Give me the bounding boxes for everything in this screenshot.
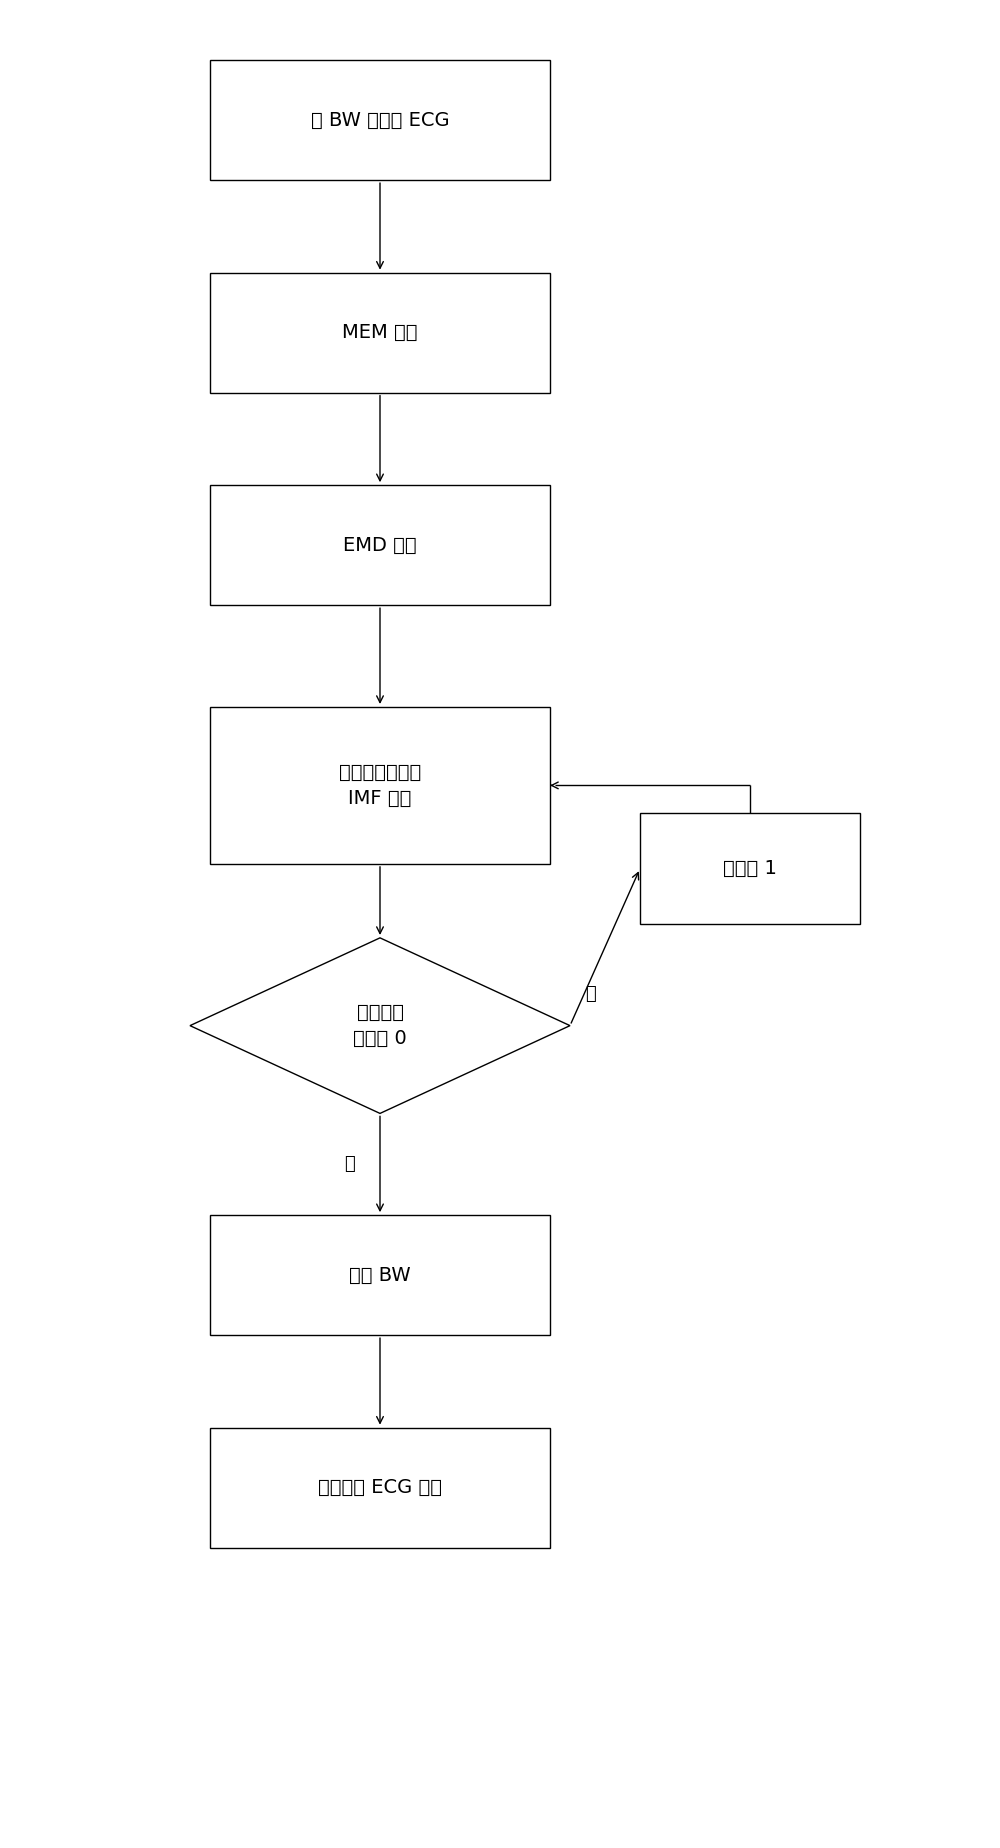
Text: 是: 是 [344, 1155, 355, 1173]
Text: 待 BW 修正的 ECG: 待 BW 修正的 ECG [311, 111, 449, 129]
Text: 否: 否 [585, 985, 596, 1003]
Text: 修正 BW: 修正 BW [349, 1266, 411, 1284]
Bar [210, 1427, 550, 1549]
Text: MEM 低通: MEM 低通 [342, 323, 418, 342]
Bar [640, 813, 860, 924]
Text: 修正原始 ECG 信号: 修正原始 ECG 信号 [318, 1478, 442, 1497]
Bar [210, 59, 550, 179]
Bar [210, 272, 550, 394]
Bar [210, 708, 550, 865]
Polygon shape [190, 939, 570, 1112]
Text: 当前阶之前所有
IMF 求和: 当前阶之前所有 IMF 求和 [339, 763, 421, 808]
Bar [210, 484, 550, 606]
Bar [210, 1216, 550, 1334]
Text: 阶数加 1: 阶数加 1 [723, 859, 777, 878]
Text: 检验均値
是否为 0: 检验均値 是否为 0 [353, 1003, 407, 1048]
Text: EMD 分解: EMD 分解 [343, 536, 417, 554]
